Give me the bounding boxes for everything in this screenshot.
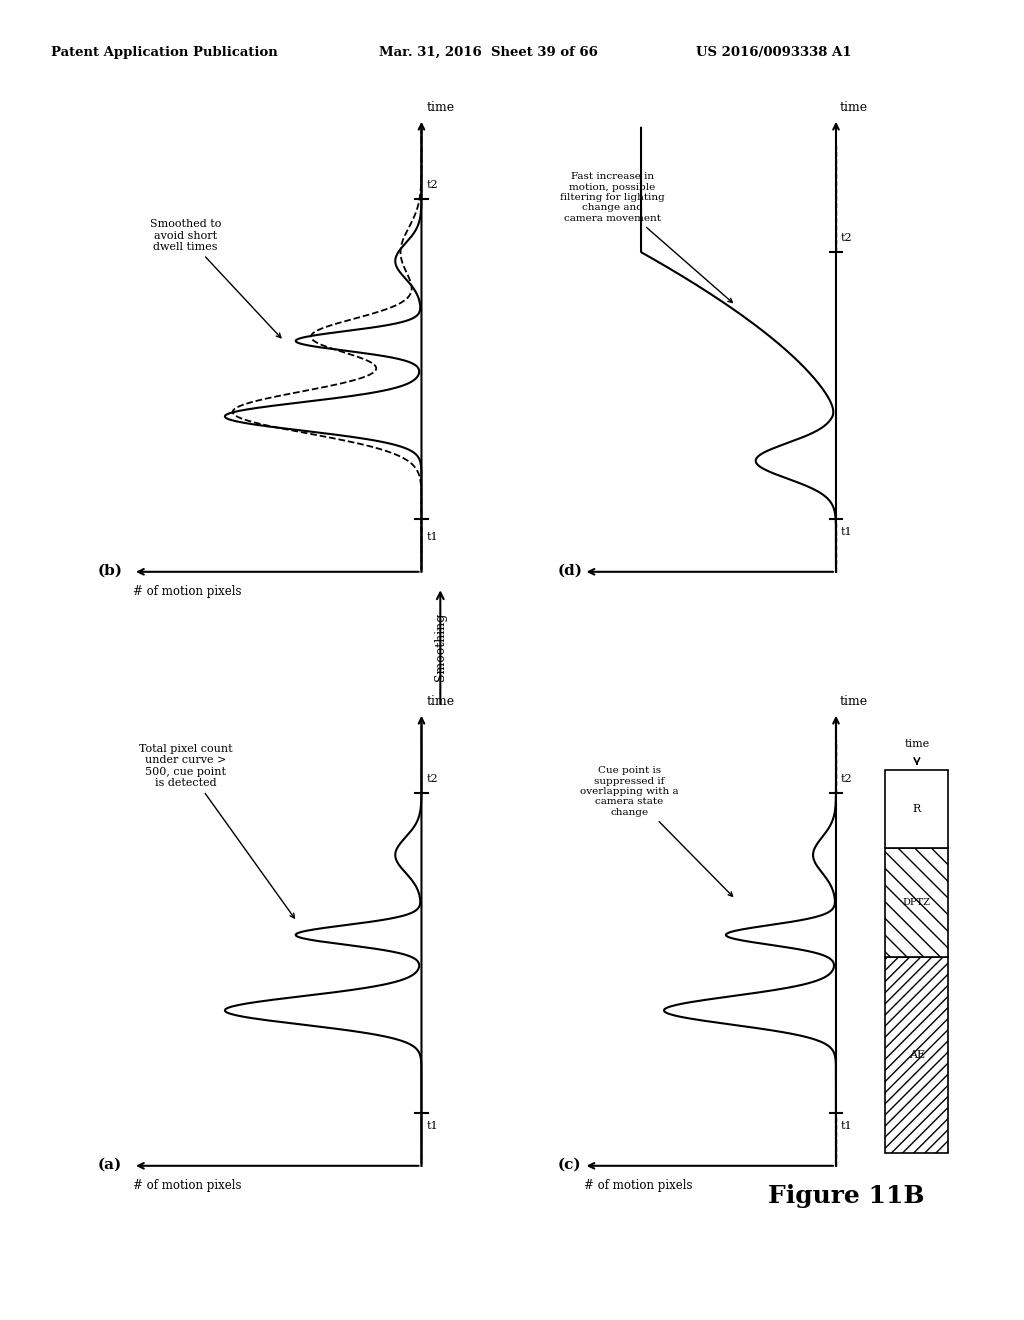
Text: # of motion pixels: # of motion pixels [584,1179,692,1192]
Text: t2: t2 [426,180,438,190]
Text: Smoothed to
avoid short
dwell times: Smoothed to avoid short dwell times [150,219,281,338]
Text: (a): (a) [97,1158,122,1171]
Text: Figure 11B: Figure 11B [768,1184,925,1208]
Bar [885,770,948,847]
Bar [885,957,948,1152]
Text: t2: t2 [841,774,852,784]
Text: Fast increase in
motion, possible
filtering for lighting
change and
camera movem: Fast increase in motion, possible filter… [560,172,732,302]
Text: R: R [912,804,921,813]
Text: t2: t2 [426,774,438,784]
Text: t1: t1 [841,1122,852,1131]
Bar [885,847,948,957]
Text: time: time [427,102,456,115]
Text: Total pixel count
under curve >
500, cue point
is detected: Total pixel count under curve > 500, cue… [138,743,295,919]
Text: time: time [839,696,867,709]
Text: time: time [904,739,930,748]
Text: t1: t1 [426,1122,438,1131]
Text: t2: t2 [841,234,852,243]
Text: Mar. 31, 2016  Sheet 39 of 66: Mar. 31, 2016 Sheet 39 of 66 [379,46,598,59]
Text: Smoothing: Smoothing [434,612,446,681]
Text: Patent Application Publication: Patent Application Publication [51,46,278,59]
Text: (d): (d) [558,564,583,577]
Text: Cue point is
suppressed if
overlapping with a
camera state
change: Cue point is suppressed if overlapping w… [581,766,732,896]
Text: (b): (b) [97,564,122,577]
Text: DPTZ: DPTZ [903,898,931,907]
Text: t1: t1 [841,528,852,537]
Text: (c): (c) [558,1158,582,1171]
Text: time: time [839,102,867,115]
Text: AE: AE [909,1049,925,1060]
Text: # of motion pixels: # of motion pixels [133,1179,242,1192]
Text: time: time [427,696,456,709]
Text: # of motion pixels: # of motion pixels [133,585,242,598]
Text: US 2016/0093338 A1: US 2016/0093338 A1 [696,46,852,59]
Text: t1: t1 [426,532,438,541]
